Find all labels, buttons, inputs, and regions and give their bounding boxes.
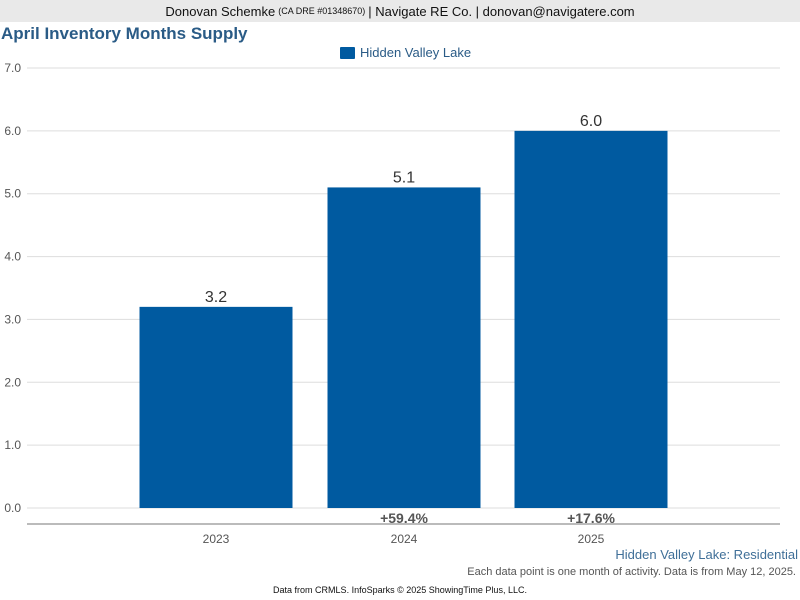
footer-credit: Data from CRMLS. InfoSparks © 2025 Showi… <box>273 585 527 595</box>
legend-swatch <box>340 46 355 59</box>
agent-license: (CA DRE #01348670) <box>278 6 366 16</box>
y-tick-label: 7.0 <box>4 61 21 75</box>
bar-value-label: 6.0 <box>580 113 602 130</box>
y-tick-label: 6.0 <box>4 124 21 138</box>
y-tick-label: 3.0 <box>4 312 21 326</box>
bar-value-label: 3.2 <box>205 289 227 306</box>
y-tick-label: 5.0 <box>4 187 21 201</box>
x-tick-label: 2023 <box>203 532 230 546</box>
agent-company-email: | Navigate RE Co. | donovan@navigatere.c… <box>368 3 635 19</box>
data-note: Each data point is one month of activity… <box>467 566 796 578</box>
x-tick-label: 2025 <box>578 532 605 546</box>
bar-value-label: 5.1 <box>393 169 415 186</box>
bar <box>139 306 293 508</box>
chart-title: April Inventory Months Supply <box>1 24 248 43</box>
bar <box>327 187 481 508</box>
y-tick-label: 4.0 <box>4 250 21 264</box>
chart-legend[interactable]: Hidden Valley Lake <box>340 45 471 60</box>
y-tick-label: 0.0 <box>4 501 21 515</box>
y-tick-label: 1.0 <box>4 438 21 452</box>
x-tick-label: 2024 <box>391 532 418 546</box>
bar <box>514 130 668 508</box>
agent-header: Donovan Schemke (CA DRE #01348670) | Nav… <box>0 0 800 22</box>
y-tick-label: 2.0 <box>4 375 21 389</box>
agent-name: Donovan Schemke <box>165 3 276 19</box>
chart-subtitle: Hidden Valley Lake: Residential <box>615 547 798 562</box>
bar-change-label: +17.6% <box>567 510 615 526</box>
bar-change-label: +59.4% <box>380 510 428 526</box>
legend-label: Hidden Valley Lake <box>360 45 472 60</box>
